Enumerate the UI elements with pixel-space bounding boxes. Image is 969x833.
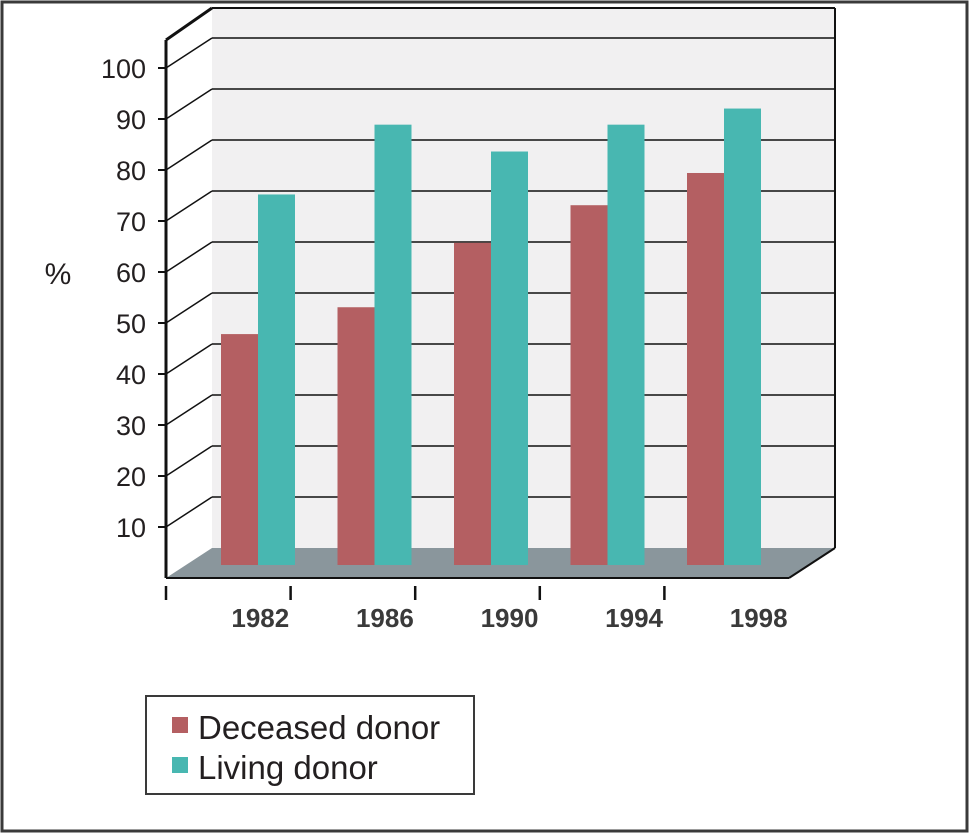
legend-box <box>145 695 475 795</box>
bar-deceased-donor-1990 <box>454 242 491 566</box>
plot-area: 10 20 30 40 50 60 70 80 90 100 1982 1986 1990 1994 199… <box>101 6 836 633</box>
gridline-depth <box>165 445 213 477</box>
gridline-depth <box>165 139 213 171</box>
y-tick-label: 10 <box>116 513 146 543</box>
y-tick-label: 70 <box>116 207 146 237</box>
y-tick-label: 40 <box>116 360 146 390</box>
gridline-depth <box>165 292 213 324</box>
x-tick-label: 1998 <box>730 603 788 633</box>
gridline-depth <box>165 394 213 426</box>
bar-deceased-donor-1986 <box>337 307 375 565</box>
bar-living-donor-1994 <box>607 124 645 565</box>
gridline-depth <box>165 37 213 69</box>
bar-living-donor-1986 <box>374 124 412 565</box>
gridline-depth <box>165 88 213 120</box>
y-tick-label: 90 <box>116 105 146 135</box>
y-tick-label: 80 <box>116 156 146 186</box>
bar-living-donor-1990 <box>491 151 528 565</box>
x-tick-label: 1994 <box>605 603 663 633</box>
y-tick-label: 100 <box>101 54 146 84</box>
gridline-depth <box>165 343 213 375</box>
bar-deceased-donor-1998 <box>687 172 724 566</box>
gridline-depth <box>165 496 213 528</box>
x-tick-label: 1990 <box>481 603 539 633</box>
y-tick-label: 60 <box>116 258 146 288</box>
floor-right-edge <box>788 547 836 579</box>
y-tick-label: 30 <box>116 411 146 441</box>
y-tick-label: 50 <box>116 309 146 339</box>
y-axis-label: % <box>45 258 72 291</box>
wall-top-diagonal <box>165 6 213 42</box>
legend-swatch-living-donor <box>172 757 188 773</box>
legend-label-deceased-donor: Deceased donor <box>198 709 440 746</box>
x-tick-label: 1986 <box>356 603 414 633</box>
y-tick-label: 20 <box>116 462 146 492</box>
bar-living-donor-1982 <box>258 194 295 565</box>
legend-label-living-donor: Living donor <box>198 749 378 786</box>
gridline-depth <box>165 190 213 222</box>
legend-swatch-deceased-donor <box>172 717 188 733</box>
legend: Deceased donor Living donor <box>145 695 475 795</box>
bar-deceased-donor-1982 <box>221 334 258 565</box>
gridline-depth <box>165 241 213 273</box>
x-tick-label: 1982 <box>231 603 289 633</box>
bar-deceased-donor-1994 <box>570 205 608 565</box>
bar-living-donor-1998 <box>724 108 761 566</box>
